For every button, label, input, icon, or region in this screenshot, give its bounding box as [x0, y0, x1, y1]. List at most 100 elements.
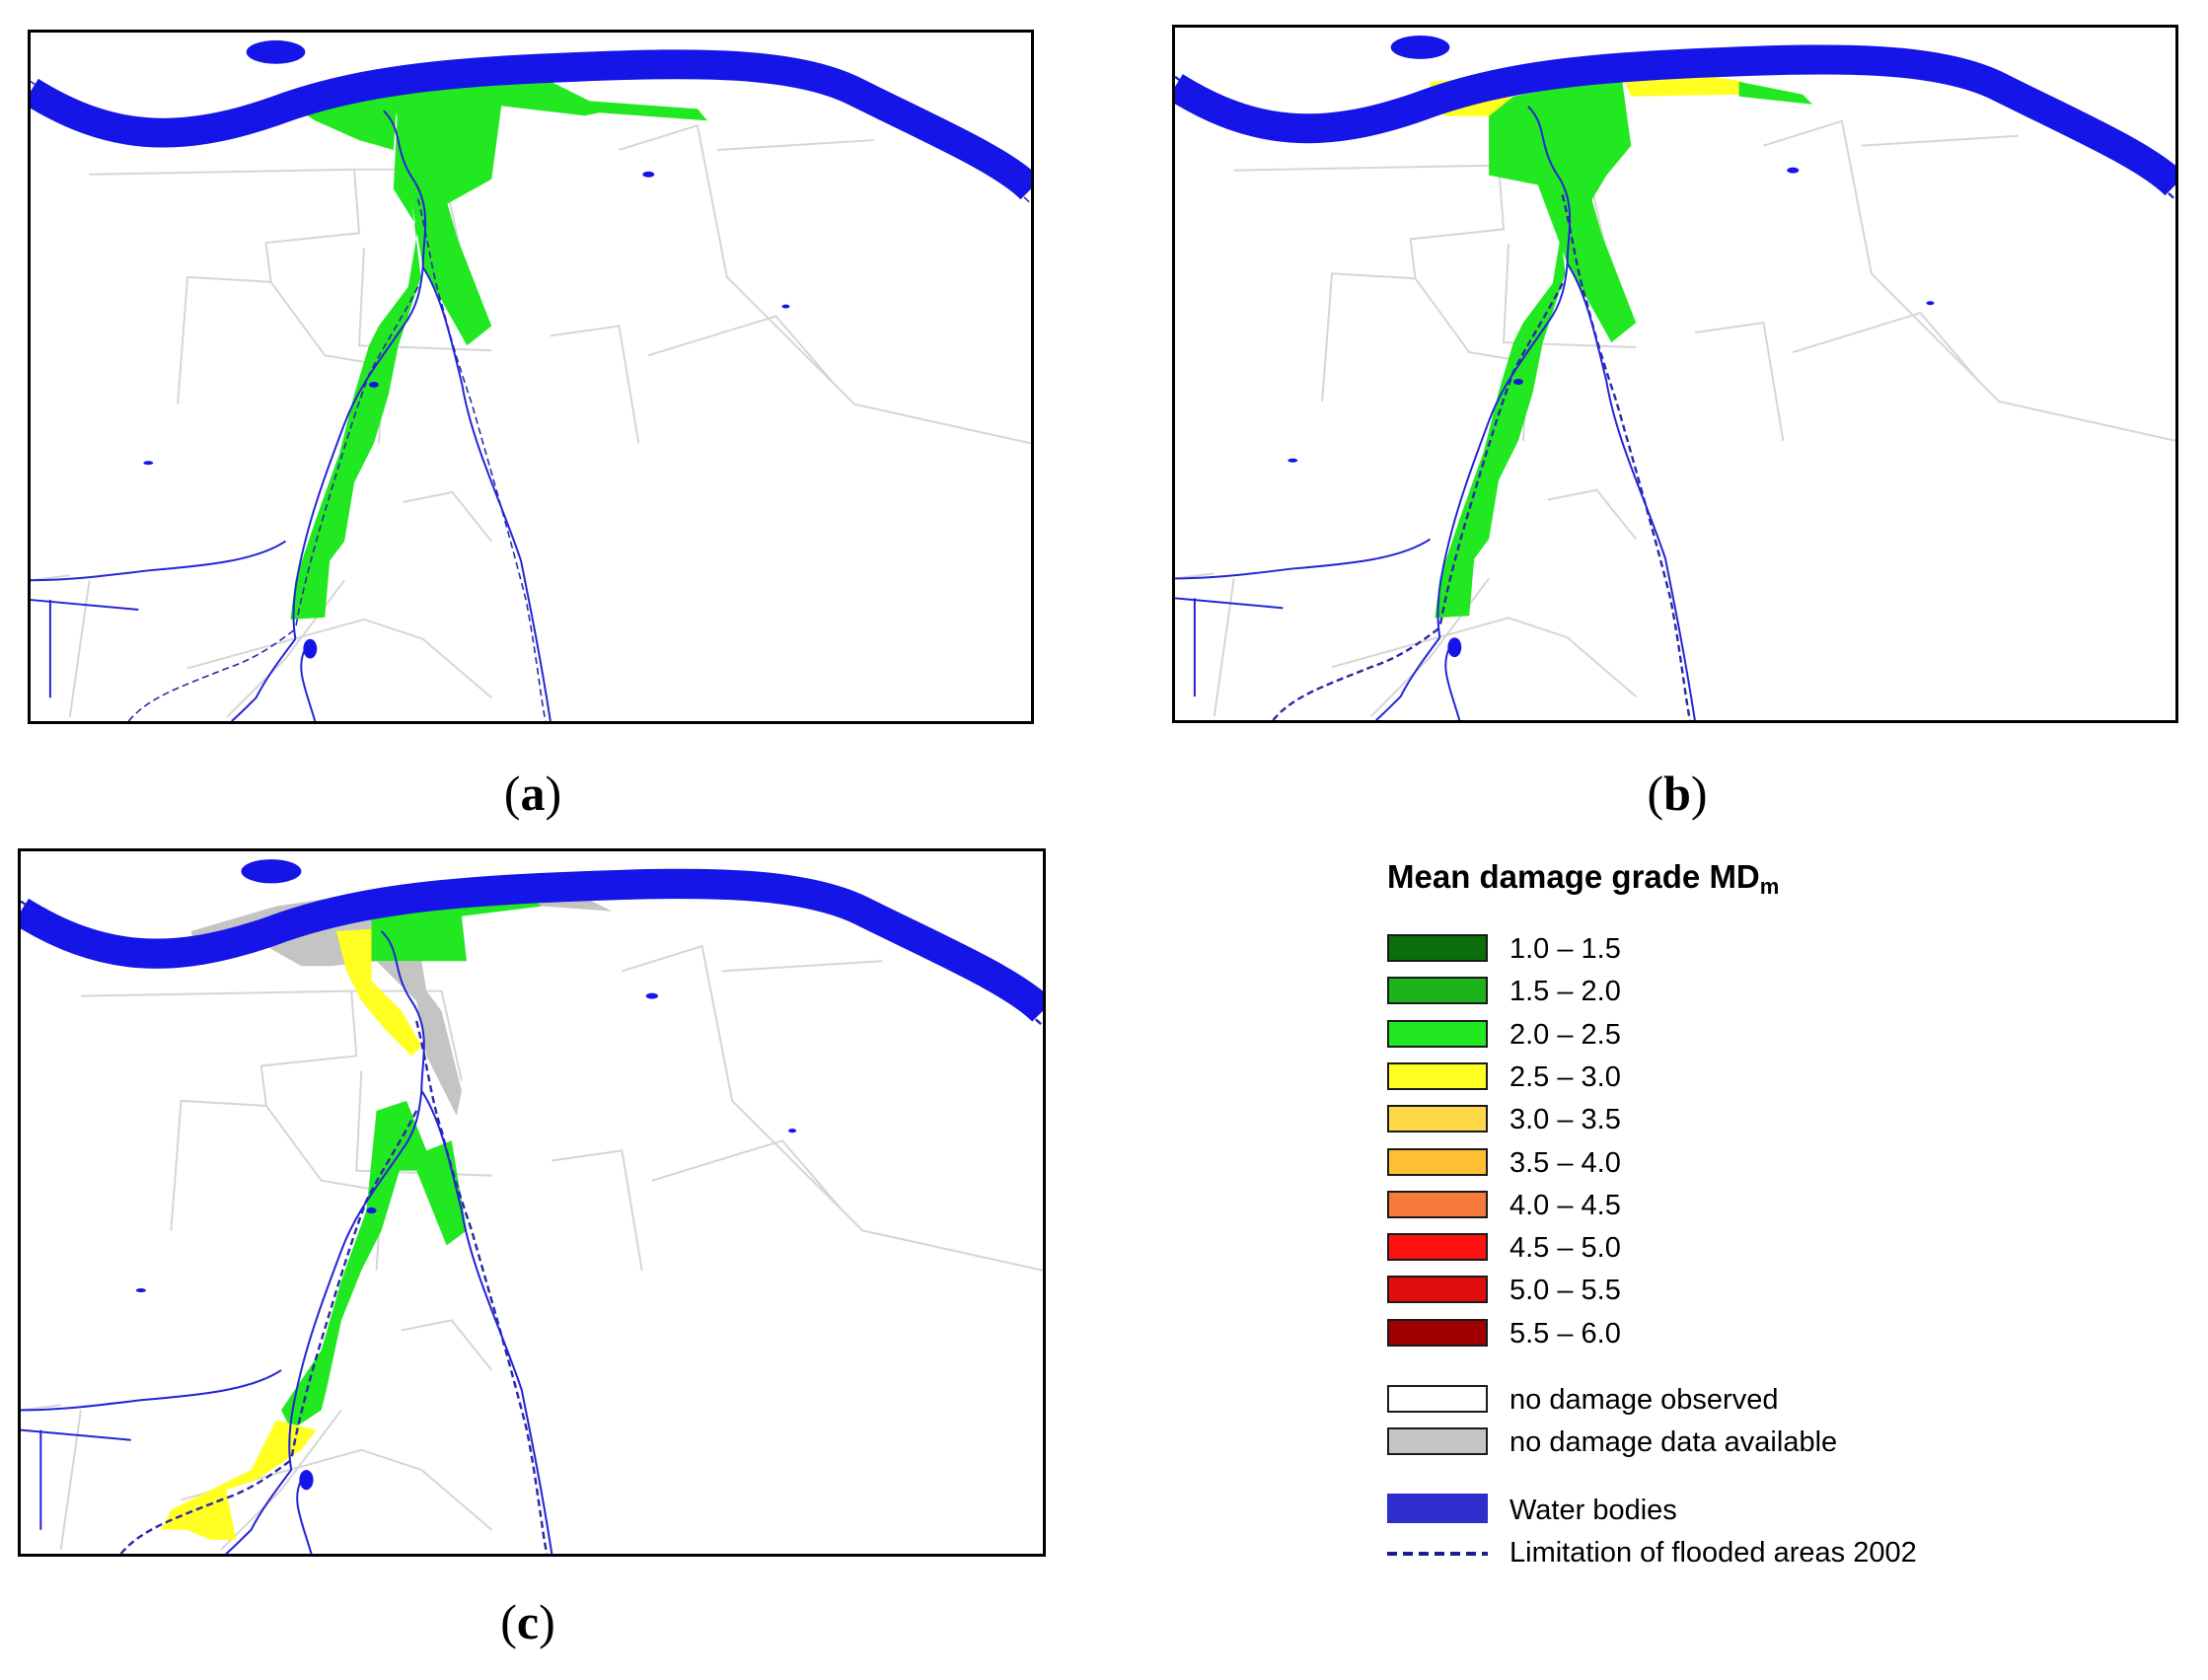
map-panel-a	[28, 30, 1034, 724]
stream-line	[31, 540, 287, 582]
legend-class-swatch	[1387, 1147, 1488, 1176]
road-line	[1793, 312, 1980, 383]
flood-limit-line	[1561, 194, 1692, 720]
stream-line	[1566, 262, 1696, 720]
road-line	[1175, 572, 1637, 697]
damage-zone-west	[290, 93, 421, 620]
legend-class-label: 4.0 – 4.5	[1509, 1189, 1621, 1221]
flood-limit-line	[415, 1020, 549, 1554]
pond	[303, 638, 318, 659]
damage-zone-northeast-tail	[1738, 81, 1813, 105]
legend-class-row: 3.5 – 4.0	[1387, 1146, 2176, 1180]
legend-class-swatch	[1387, 977, 1488, 1005]
damage-zone-west-upper	[335, 928, 422, 1057]
legend-class-row: 2.5 – 3.0	[1387, 1060, 2176, 1094]
legend-class-swatch	[1387, 1061, 1488, 1090]
pond	[645, 992, 658, 999]
damage-zone-west	[1435, 88, 1566, 619]
pond	[781, 304, 790, 309]
road-line	[351, 989, 463, 1081]
damage-zone-east	[1489, 74, 1637, 343]
road-line	[59, 1410, 82, 1551]
flood-limit-layer	[1175, 50, 2175, 720]
pond	[788, 1129, 797, 1133]
water-swatch	[1387, 1494, 1488, 1523]
road-line	[1861, 134, 2020, 147]
stream-line	[21, 1369, 282, 1412]
stream-line	[225, 1469, 293, 1554]
road-line	[550, 325, 640, 444]
stream-line	[231, 638, 297, 721]
pond	[368, 381, 379, 388]
damage-zone-east	[393, 76, 707, 346]
flood-limit-line	[290, 1110, 418, 1461]
road-line	[648, 315, 836, 386]
streams-layer	[31, 110, 552, 721]
river-body	[1175, 44, 2175, 196]
caption-c: (c)	[500, 1594, 555, 1649]
map-panel-c	[18, 848, 1046, 1557]
pond	[642, 171, 655, 178]
flood-limit-line	[294, 286, 419, 629]
legend-class-label: 2.5 – 3.0	[1509, 1060, 1621, 1093]
legend-class-swatch	[1387, 1318, 1488, 1347]
river-body	[21, 868, 1043, 1022]
stream-line	[288, 930, 425, 1471]
flood-limit-layer	[31, 55, 1031, 721]
stream-line	[1175, 538, 1432, 580]
legend-class-label: 2.0 – 2.5	[1509, 1018, 1621, 1051]
legend-class-swatch	[1387, 1019, 1488, 1048]
pond	[299, 1470, 314, 1491]
no-damage-label: no damage observed	[1509, 1384, 1779, 1416]
legend: Mean damage grade MDm 1.0 – 1.5 1.5 – 2.0…	[1387, 858, 2176, 1608]
no-damage-swatch	[1387, 1385, 1488, 1413]
road-line	[226, 579, 345, 718]
stream-line	[1375, 636, 1441, 720]
legend-class-row: 5.0 – 5.5	[1387, 1274, 2176, 1307]
flood-limit-layer	[21, 874, 1043, 1554]
road-line	[1233, 164, 1506, 402]
road-line	[1694, 322, 1785, 441]
caption-b: (b)	[1647, 766, 1708, 821]
road-line	[619, 123, 1031, 445]
road-line	[1547, 488, 1638, 541]
legend-class-row: 4.0 – 4.5	[1387, 1189, 2176, 1222]
road-line	[89, 168, 361, 404]
road-line	[68, 580, 91, 718]
legend-class-swatch	[1387, 1190, 1488, 1218]
legend-class-row: 3.0 – 3.5	[1387, 1103, 2176, 1136]
legend-class-swatch	[1387, 934, 1488, 962]
streams-layer	[21, 930, 553, 1554]
legend-class-label: 3.0 – 3.5	[1509, 1104, 1621, 1136]
streams-layer	[1175, 106, 1696, 720]
stream-line	[1436, 106, 1572, 638]
flood-limit-line	[1272, 626, 1441, 720]
road-line	[31, 574, 492, 698]
stream-line	[31, 599, 139, 611]
pond	[1447, 637, 1462, 658]
road-line	[716, 139, 875, 151]
pond	[1926, 301, 1935, 306]
pond	[143, 461, 154, 466]
legend-class-label: 1.0 – 1.5	[1509, 933, 1621, 965]
no-data-swatch	[1387, 1427, 1488, 1455]
damage-zone-west	[281, 1100, 467, 1430]
map-b	[1175, 35, 2175, 720]
pond	[1787, 167, 1800, 174]
pond	[241, 859, 302, 884]
road-line	[220, 1409, 342, 1551]
legend-class-label: 5.0 – 5.5	[1509, 1275, 1621, 1307]
stream-line	[21, 1428, 131, 1441]
no-data-label: no damage data available	[1509, 1426, 1838, 1458]
pond	[366, 1207, 377, 1214]
legend-class-label: 1.5 – 2.0	[1509, 976, 1621, 1008]
stream-line	[421, 266, 552, 721]
road-line	[401, 1319, 493, 1371]
legend-class-swatch	[1387, 1233, 1488, 1262]
flood-limit-label: Limitation of flooded areas 2002	[1509, 1537, 1917, 1569]
road-line	[552, 1149, 643, 1271]
map-c	[21, 859, 1043, 1554]
legend-class-label: 3.5 – 4.0	[1509, 1146, 1621, 1179]
stream-line	[300, 648, 317, 721]
road-line	[1213, 578, 1235, 717]
